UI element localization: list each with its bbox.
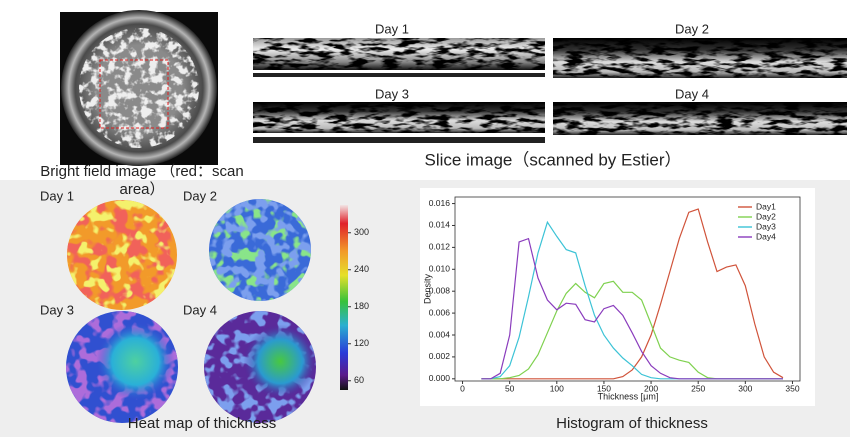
- slice-substrate: [253, 137, 545, 143]
- y-tick-label: 0.010: [429, 264, 451, 274]
- slice-caption: Slice image（scanned by Estier）: [424, 150, 681, 169]
- heatmap-patch: [204, 311, 316, 423]
- scan-area: [99, 59, 169, 129]
- heatmap-texture: [209, 199, 311, 301]
- heatmap-patch: [66, 311, 178, 423]
- y-tick-label: 0.012: [429, 242, 451, 252]
- heatmap-texture: [67, 200, 177, 310]
- chart-background: [420, 188, 815, 406]
- heatmap-label: Day 3: [40, 302, 74, 317]
- heatmap-label: Day 1: [40, 188, 74, 203]
- x-tick-label: 50: [505, 383, 515, 393]
- x-tick-label: 100: [550, 383, 564, 393]
- heatmap-label: Day 2: [183, 188, 217, 203]
- y-axis-label: Density: [422, 273, 432, 304]
- line: [481, 237, 783, 380]
- slice-texture: [553, 38, 847, 78]
- heatmap-caption: Heat map of thickness: [128, 415, 276, 432]
- x-tick-label: 0: [460, 383, 465, 393]
- line: [481, 208, 784, 380]
- slice-label: Day 1: [375, 21, 409, 36]
- heatmap-label: Day 4: [183, 302, 217, 317]
- slice-label: Day 4: [675, 86, 709, 101]
- legend-label: Day2: [756, 211, 776, 221]
- slice-texture: [553, 102, 847, 135]
- x-tick-label: 250: [691, 383, 705, 393]
- colorbar: [340, 205, 348, 390]
- x-axis-label: Thickness [μm]: [598, 391, 659, 401]
- slice-label: Day 2: [675, 21, 709, 36]
- legend-label: Day4: [756, 231, 776, 241]
- x-tick-label: 150: [597, 383, 611, 393]
- slice-texture: [253, 38, 545, 70]
- slice-substrate: [253, 73, 545, 77]
- y-tick-label: 0.008: [429, 285, 451, 295]
- y-tick-label: 0.000: [429, 373, 451, 383]
- chart-caption: Histogram of thickness: [556, 415, 708, 432]
- colorbar-tick-label: 240: [354, 264, 369, 274]
- slice-label: Day 3: [375, 86, 409, 101]
- y-tick-label: 0.002: [429, 351, 451, 361]
- y-tick-label: 0.004: [429, 329, 451, 339]
- well-texture: [79, 28, 199, 148]
- bright-field-caption: Bright field image （red：scan area）: [40, 163, 244, 198]
- y-tick-label: 0.014: [429, 220, 451, 230]
- y-tick-label: 0.016: [429, 198, 451, 208]
- colorbar-tick-label: 300: [354, 227, 369, 237]
- x-tick-label: 300: [738, 383, 752, 393]
- x-tick-label: 350: [785, 383, 799, 393]
- legend-label: Day3: [756, 221, 776, 231]
- slice-texture: [253, 102, 545, 133]
- colorbar-tick-label: 120: [354, 338, 369, 348]
- x-tick-label: 200: [644, 383, 658, 393]
- y-tick-label: 0.006: [429, 307, 451, 317]
- colorbar-tick-label: 180: [354, 301, 369, 311]
- legend-label: Day1: [756, 201, 776, 211]
- colorbar-tick-label: 60: [354, 375, 364, 385]
- plot-frame: [454, 196, 801, 382]
